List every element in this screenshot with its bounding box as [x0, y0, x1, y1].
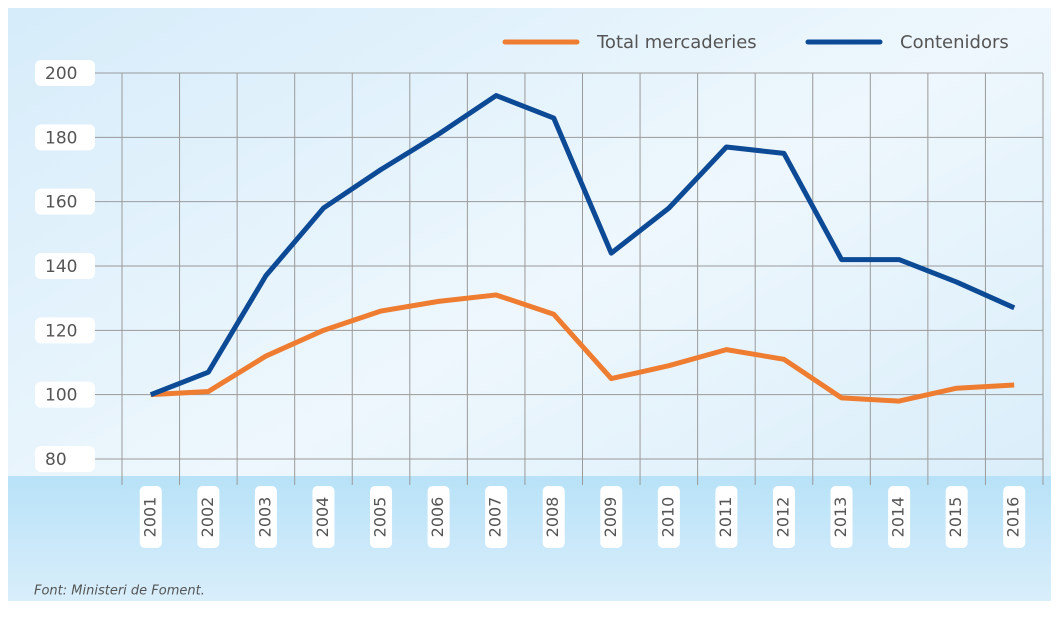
- x-tick-label: 2009: [601, 497, 620, 538]
- x-tick-box: [542, 486, 565, 548]
- x-tick-label: 2011: [716, 497, 735, 538]
- y-tick-label: 80: [45, 450, 67, 470]
- x-tick-label: 2005: [371, 497, 390, 538]
- x-tick-box: [715, 486, 738, 548]
- y-tick-box: [35, 253, 95, 279]
- x-tick-label: 2003: [255, 497, 274, 538]
- x-tick-label: 2006: [428, 497, 447, 538]
- x-tick-label: 2002: [198, 497, 217, 538]
- y-tick-label: 160: [45, 193, 77, 213]
- legend-label: Total mercaderies: [596, 32, 757, 53]
- x-tick-label: 2013: [831, 497, 850, 538]
- y-tick-box: [35, 60, 95, 86]
- y-tick-box: [35, 381, 95, 408]
- x-tick-label: 2004: [313, 497, 332, 538]
- x-tick-label: 2001: [140, 497, 159, 538]
- y-tick-label: 180: [45, 128, 77, 148]
- x-tick-box: [1003, 486, 1026, 548]
- y-tick-label: 120: [45, 321, 77, 341]
- x-tick-box: [830, 486, 853, 548]
- x-tick-label: 2015: [946, 497, 965, 538]
- x-tick-box: [254, 486, 277, 548]
- x-tick-box: [485, 486, 508, 548]
- legend-label: Contenidors: [900, 32, 1009, 53]
- x-tick-box: [772, 486, 795, 548]
- x-tick-label: 2008: [543, 497, 562, 538]
- x-tick-box: [312, 486, 335, 548]
- y-tick-label: 200: [45, 64, 77, 84]
- y-tick-label: 100: [45, 386, 77, 406]
- y-tick-box: [35, 124, 95, 151]
- y-tick-box: [35, 446, 95, 472]
- y-tick-box: [35, 317, 95, 344]
- x-tick-label: 2014: [889, 497, 908, 538]
- x-tick-box: [888, 486, 911, 548]
- x-tick-box: [600, 486, 623, 548]
- x-tick-box: [427, 486, 450, 548]
- source: Font: Ministeri de Foment.: [34, 584, 205, 599]
- bottom-band: [8, 476, 1051, 601]
- x-tick-label: 2016: [1004, 497, 1023, 538]
- x-tick-label: 2007: [486, 497, 505, 538]
- x-tick-label: 2010: [658, 497, 677, 538]
- x-tick-box: [945, 486, 968, 548]
- y-tick-label: 140: [45, 257, 77, 277]
- x-tick-box: [370, 486, 393, 548]
- x-tick-box: [197, 486, 220, 548]
- y-tick-box: [35, 188, 95, 215]
- x-tick-box: [139, 486, 162, 548]
- series-line: [149, 93, 1016, 397]
- x-tick-box: [657, 486, 680, 548]
- series-line: [150, 292, 1015, 404]
- x-tick-label: 2012: [773, 497, 792, 538]
